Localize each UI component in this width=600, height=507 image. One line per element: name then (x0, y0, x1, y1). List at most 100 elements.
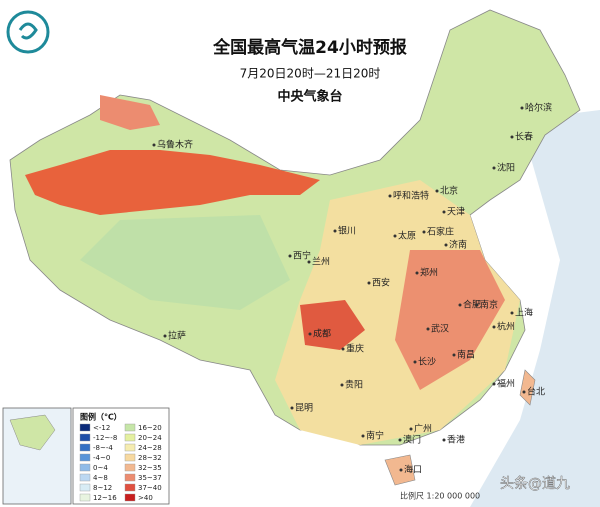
city-dot (288, 254, 292, 258)
city-label: 南昌 (457, 349, 475, 361)
city-dot (308, 332, 312, 336)
legend-swatch (79, 483, 91, 492)
legend-swatch (124, 473, 136, 482)
legend-label: <-12 (93, 424, 110, 432)
city-label: 乌鲁木齐 (157, 139, 193, 151)
city-label: 上海 (515, 307, 533, 319)
city-label: 兰州 (312, 256, 330, 268)
city-label: 昆明 (295, 403, 313, 414)
legend-swatch (124, 463, 136, 472)
city-label: 太原 (398, 230, 416, 242)
city-label: 银川 (338, 225, 356, 237)
xinjiang-hot-region (25, 150, 320, 215)
legend-swatch (124, 483, 136, 492)
city-dot (367, 281, 371, 285)
city-label: 福州 (497, 378, 515, 390)
city-dot (442, 438, 446, 442)
logo-mark (18, 22, 38, 40)
legend-label: 0~4 (93, 464, 108, 472)
city-dot (152, 143, 156, 147)
watermark: 头条@道九 (500, 475, 570, 492)
legend-swatch (124, 453, 136, 462)
city-label: 成都 (313, 328, 331, 340)
city-dot (475, 303, 479, 307)
inset-land (9, 414, 56, 451)
city-dot (510, 311, 514, 315)
legend-swatch (79, 493, 91, 502)
city-dot (341, 347, 345, 351)
legend-swatch (79, 443, 91, 452)
city-label: 重庆 (346, 343, 364, 355)
city-label: 贵阳 (345, 379, 363, 391)
city-dot (340, 383, 344, 387)
city-label: 拉萨 (168, 330, 186, 342)
city-label: 海口 (404, 464, 422, 476)
legend-label: 35~37 (138, 474, 162, 482)
legend-swatch (79, 433, 91, 442)
city-label: 西宁 (293, 250, 311, 262)
city-label: 哈尔滨 (525, 102, 552, 114)
city-label: 澳门 (403, 434, 421, 446)
city-dot (458, 303, 462, 307)
city-label: 合肥 (463, 299, 481, 311)
city-label: 沈阳 (497, 162, 515, 174)
city-label: 广州 (414, 423, 432, 435)
agency: 中央气象台 (277, 89, 342, 105)
city-dot (333, 229, 337, 233)
city-dot (398, 438, 402, 442)
legend-label: 37~40 (138, 484, 162, 492)
legend-label: -4~0 (93, 454, 110, 462)
legend-label: -8~-4 (93, 444, 113, 452)
city-dot (435, 189, 439, 193)
city-dot (415, 271, 419, 275)
east-warm-region (275, 180, 520, 445)
legend-label: -12~-8 (93, 434, 117, 442)
legend-swatch (124, 433, 136, 442)
city-label: 南京 (480, 299, 498, 311)
legend-label: 8~12 (93, 484, 112, 492)
logo (6, 10, 50, 54)
legend-swatch (79, 453, 91, 462)
city-label: 西安 (372, 277, 390, 289)
city-dot (361, 434, 365, 438)
city-label: 杭州 (497, 321, 515, 333)
city-label: 台北 (527, 386, 545, 398)
city-label: 郑州 (420, 267, 438, 279)
city-label: 长春 (515, 131, 533, 143)
legend-swatch (79, 463, 91, 472)
city-label: 南宁 (366, 430, 384, 442)
city-dot (452, 353, 456, 357)
city-label: 长沙 (418, 356, 436, 368)
legend-swatch (79, 473, 91, 482)
sichuan-hot-region (300, 300, 365, 350)
city-dot (388, 194, 392, 198)
city-dot (163, 334, 167, 338)
legend-swatch (79, 423, 91, 432)
central-hot-region (395, 250, 505, 390)
legend-label: 12~16 (93, 494, 117, 502)
legend-swatch (124, 443, 136, 452)
legend-title: 图例（℃） (80, 412, 122, 422)
city-label: 北京 (440, 185, 458, 197)
legend-label: 32~35 (138, 464, 162, 472)
legend-swatch (124, 423, 136, 432)
city-dot (409, 427, 413, 431)
city-dot (426, 327, 430, 331)
city-label: 香港 (447, 434, 465, 446)
title: 全国最高气温24小时预报 (212, 37, 407, 58)
city-dot (442, 210, 446, 214)
scale-text: 比例尺 1:20 000 000 (400, 491, 480, 501)
north-xinjiang-hot (100, 95, 160, 130)
city-dot (444, 243, 448, 247)
city-dot (492, 382, 496, 386)
city-dot (399, 468, 403, 472)
city-dot (307, 260, 311, 264)
legend-label: 4~8 (93, 474, 108, 482)
city-label: 济南 (449, 239, 467, 251)
legend-label: 16~20 (138, 424, 162, 432)
taiwan (519, 369, 536, 406)
legend-label: 20~24 (138, 434, 162, 442)
city-dot (413, 360, 417, 364)
sea (470, 110, 600, 507)
